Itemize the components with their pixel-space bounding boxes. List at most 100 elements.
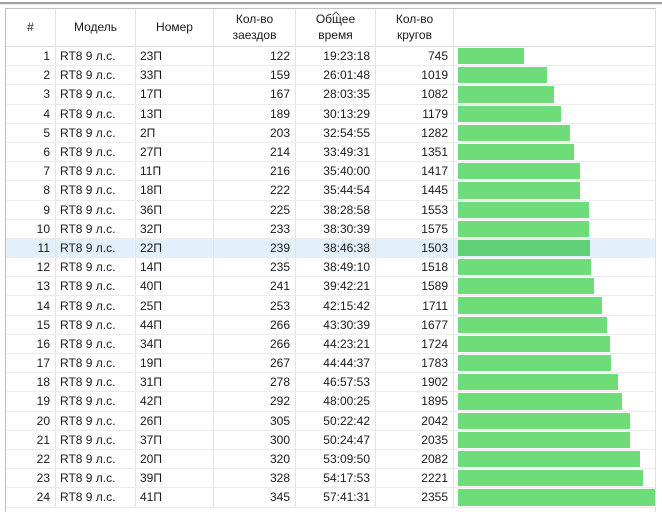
bar-cell bbox=[454, 181, 655, 199]
table-row[interactable]: 4 RT8 9 л.с. 13П 189 30:13:29 1179 bbox=[6, 104, 655, 124]
table-row[interactable]: 5 RT8 9 л.с. 2П 203 32:54:55 1282 bbox=[6, 123, 655, 143]
rides-cell: 320 bbox=[214, 449, 296, 469]
model-cell: RT8 9 л.с. bbox=[56, 142, 136, 162]
table-row[interactable]: 12 RT8 9 л.с. 14П 235 38:49:10 1518 bbox=[6, 258, 655, 278]
column-header-bar[interactable] bbox=[454, 9, 655, 47]
number-cell: 32П bbox=[136, 219, 214, 238]
rides-cell: 266 bbox=[214, 315, 296, 334]
table-row[interactable]: 3 RT8 9 л.с. 17П 167 28:03:35 1082 bbox=[6, 85, 655, 105]
table-row[interactable]: 23 RT8 9 л.с. 39П 328 54:17:53 2221 bbox=[6, 469, 655, 489]
table-row[interactable]: 6 RT8 9 л.с. 27П 214 33:49:31 1351 bbox=[6, 142, 655, 163]
time-data-bar bbox=[458, 335, 610, 352]
table-row[interactable]: 22 RT8 9 л.с. 20П 320 53:09:50 2082 bbox=[6, 449, 655, 470]
bar-cell bbox=[454, 450, 655, 468]
number-cell: 23П bbox=[136, 47, 214, 66]
time-cell: 26:01:48 bbox=[296, 66, 376, 85]
model-cell: RT8 9 л.с. bbox=[56, 296, 136, 315]
model-cell: RT8 9 л.с. bbox=[56, 315, 136, 334]
row-number-cell: 2 bbox=[6, 66, 56, 85]
model-cell: RT8 9 л.с. bbox=[56, 104, 136, 123]
column-header-time[interactable]: Общее время bbox=[296, 9, 376, 47]
row-number-cell: 4 bbox=[6, 104, 56, 123]
row-number-cell: 6 bbox=[6, 142, 56, 162]
time-data-bar bbox=[458, 201, 590, 218]
time-cell: 38:49:10 bbox=[296, 258, 376, 277]
rides-cell: 345 bbox=[214, 488, 296, 507]
time-cell: 39:42:21 bbox=[296, 277, 376, 296]
laps-cell: 1553 bbox=[376, 200, 454, 219]
laps-cell: 1895 bbox=[376, 392, 454, 411]
number-cell: 18П bbox=[136, 181, 214, 200]
column-header-rides[interactable]: Кол-во заездов bbox=[214, 9, 296, 47]
model-cell: RT8 9 л.с. bbox=[56, 469, 136, 488]
time-cell: 19:23:18 bbox=[296, 47, 376, 66]
bar-cell bbox=[454, 220, 655, 238]
table-row[interactable]: 16 RT8 9 л.с. 34П 266 44:23:21 1724 bbox=[6, 334, 655, 354]
model-cell: RT8 9 л.с. bbox=[56, 430, 136, 449]
row-number-cell: 13 bbox=[6, 277, 56, 296]
table-row[interactable]: 14 RT8 9 л.с. 25П 253 42:15:42 1711 bbox=[6, 296, 655, 316]
row-number-cell: 12 bbox=[6, 258, 56, 277]
bar-cell bbox=[454, 143, 655, 161]
time-cell: 38:46:38 bbox=[296, 238, 376, 258]
time-data-bar bbox=[458, 239, 591, 257]
time-data-bar bbox=[458, 182, 581, 199]
number-cell: 36П bbox=[136, 200, 214, 219]
table-row[interactable]: 15 RT8 9 л.с. 44П 266 43:30:39 1677 bbox=[6, 315, 655, 335]
bar-cell bbox=[454, 201, 655, 219]
table-row[interactable]: 24 RT8 9 л.с. 41П 345 57:41:31 2355 bbox=[6, 488, 655, 508]
time-cell: 28:03:35 bbox=[296, 85, 376, 104]
table-row[interactable]: 18 RT8 9 л.с. 31П 278 46:57:53 1902 bbox=[6, 373, 655, 393]
time-data-bar bbox=[458, 374, 619, 391]
laps-cell: 1503 bbox=[376, 238, 454, 258]
column-header-number[interactable]: Номер bbox=[136, 9, 214, 47]
table-row[interactable]: 13 RT8 9 л.с. 40П 241 39:42:21 1589 bbox=[6, 277, 655, 297]
bar-cell bbox=[454, 277, 655, 295]
column-header-laps[interactable]: Кол-во кругов bbox=[376, 9, 454, 47]
number-cell: 42П bbox=[136, 392, 214, 411]
table-row[interactable]: 21 RT8 9 л.с. 37П 300 50:24:47 2035 bbox=[6, 430, 655, 450]
rides-cell: 203 bbox=[214, 123, 296, 142]
time-data-bar bbox=[458, 431, 631, 448]
time-data-bar bbox=[458, 412, 631, 429]
time-data-bar bbox=[458, 86, 554, 103]
table-row[interactable]: 7 RT8 9 л.с. 11П 216 35:40:00 1417 bbox=[6, 162, 655, 182]
column-header-model[interactable]: Модель bbox=[56, 9, 136, 47]
time-data-bar bbox=[458, 470, 644, 487]
model-cell: RT8 9 л.с. bbox=[56, 123, 136, 142]
time-cell: 38:28:58 bbox=[296, 200, 376, 219]
time-cell: 57:41:31 bbox=[296, 488, 376, 507]
model-cell: RT8 9 л.с. bbox=[56, 200, 136, 219]
time-cell: 50:22:42 bbox=[296, 411, 376, 430]
time-data-bar bbox=[458, 163, 580, 180]
table-row[interactable]: 20 RT8 9 л.с. 26П 305 50:22:42 2042 bbox=[6, 411, 655, 431]
sort-ascending-icon bbox=[331, 11, 340, 16]
time-cell: 46:57:53 bbox=[296, 373, 376, 392]
column-header-index[interactable]: # bbox=[6, 9, 56, 47]
table-row[interactable]: 11 RT8 9 л.с. 22П 239 38:46:38 1503 bbox=[6, 238, 655, 259]
row-number-cell: 18 bbox=[6, 373, 56, 392]
number-cell: 2П bbox=[136, 123, 214, 142]
row-number-cell: 23 bbox=[6, 469, 56, 488]
row-number-cell: 9 bbox=[6, 200, 56, 219]
table-row[interactable]: 10 RT8 9 л.с. 32П 233 38:30:39 1575 bbox=[6, 219, 655, 239]
rides-cell: 159 bbox=[214, 66, 296, 85]
table-row[interactable]: 17 RT8 9 л.с. 19П 267 44:44:37 1783 bbox=[6, 354, 655, 374]
row-number-cell: 15 bbox=[6, 315, 56, 334]
laps-cell: 2042 bbox=[376, 411, 454, 430]
model-cell: RT8 9 л.с. bbox=[56, 238, 136, 258]
laps-cell: 1082 bbox=[376, 85, 454, 104]
number-cell: 37П bbox=[136, 430, 214, 449]
table-row[interactable]: 9 RT8 9 л.с. 36П 225 38:28:58 1553 bbox=[6, 200, 655, 220]
time-data-bar bbox=[458, 48, 525, 65]
table-row[interactable]: 8 RT8 9 л.с. 18П 222 35:44:54 1445 bbox=[6, 181, 655, 201]
model-cell: RT8 9 л.с. bbox=[56, 354, 136, 373]
table-row[interactable]: 19 RT8 9 л.с. 42П 292 48:00:25 1895 bbox=[6, 392, 655, 412]
table-row[interactable]: 1 RT8 9 л.с. 23П 122 19:23:18 745 bbox=[6, 47, 655, 67]
laps-cell: 1575 bbox=[376, 219, 454, 238]
rides-cell: 239 bbox=[214, 238, 296, 258]
table-row[interactable]: 2 RT8 9 л.с. 33П 159 26:01:48 1019 bbox=[6, 66, 655, 86]
row-number-cell: 17 bbox=[6, 354, 56, 373]
time-cell: 48:00:25 bbox=[296, 392, 376, 411]
model-cell: RT8 9 л.с. bbox=[56, 66, 136, 85]
